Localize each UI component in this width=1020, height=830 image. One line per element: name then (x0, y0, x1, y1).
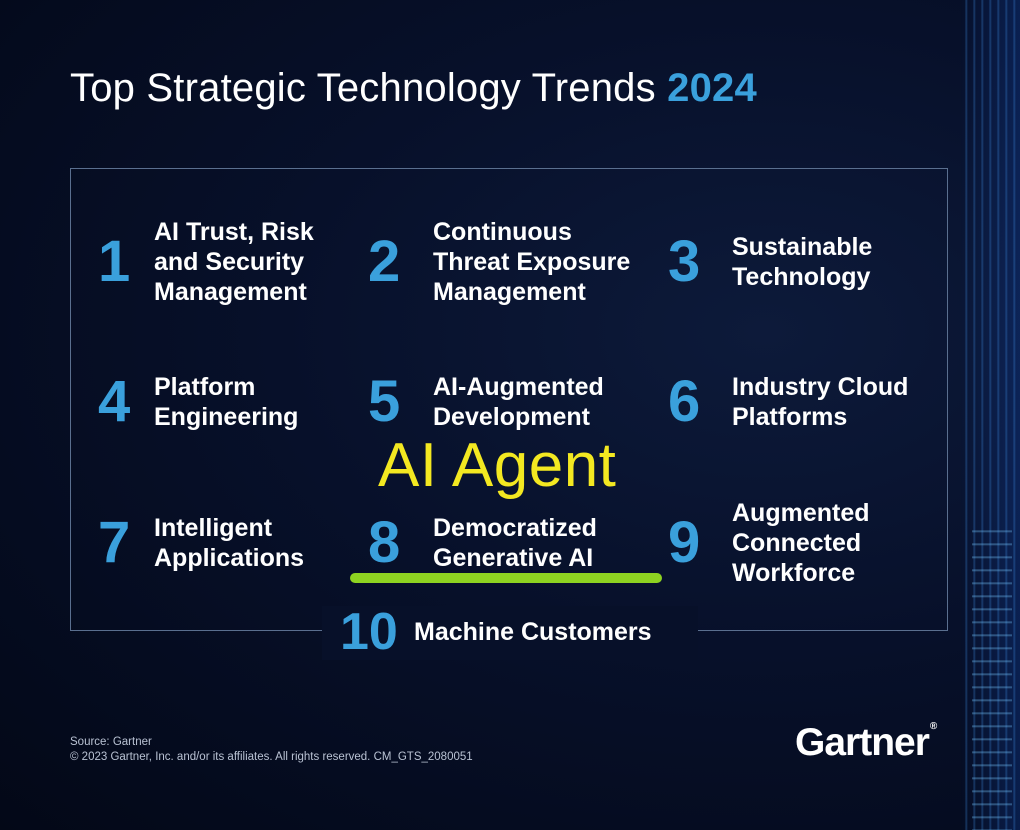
trend-item-3: 3 Sustainable Technology (668, 232, 872, 292)
trend-label: AI Trust, Risk and Security Management (154, 218, 314, 306)
trend-item-7: 7 Intelligent Applications (98, 513, 304, 573)
trend-number: 9 (668, 510, 701, 575)
logo-text: Gartner (795, 721, 930, 764)
decorative-light-dots (972, 520, 1012, 830)
page-title: Top Strategic Technology Trends 2024 (70, 66, 757, 111)
trend-number: 10 (340, 603, 398, 661)
trend-number: 8 (368, 510, 401, 575)
trend-label: Sustainable Technology (732, 233, 873, 291)
trend-item-8: 8 Democratized Generative AI (368, 513, 597, 573)
decorative-light-streaks (960, 0, 1020, 830)
trend-number: 6 (668, 369, 701, 434)
trend-label: Platform Engineering (154, 373, 299, 431)
trend-item-5: 5 AI-Augmented Development (368, 372, 604, 432)
trend-number: 3 (668, 229, 701, 294)
copyright-line: © 2023 Gartner, Inc. and/or its affiliat… (70, 751, 473, 763)
trend-item-2: 2 Continuous Threat Exposure Management (368, 217, 630, 307)
trend-label: Continuous Threat Exposure Management (433, 218, 631, 306)
trend-label: Machine Customers (414, 618, 652, 646)
trend-item-10: 10 Machine Customers (340, 606, 652, 658)
trend-label: Industry Cloud Platforms (732, 373, 909, 431)
trend-item-9: 9 Augmented Connected Workforce (668, 498, 870, 588)
frame-gap (322, 606, 698, 660)
trend-item-1: 1 AI Trust, Risk and Security Management (98, 217, 314, 307)
trend-number: 2 (368, 229, 401, 294)
title-year: 2024 (667, 66, 757, 110)
ai-agent-annotation: AI Agent (378, 431, 617, 500)
trend-label: Intelligent Applications (154, 514, 305, 572)
trend-number: 7 (98, 510, 131, 575)
title-text: Top Strategic Technology Trends (70, 66, 656, 110)
annotation-underline (350, 573, 662, 583)
gartner-logo: Gartner® (795, 721, 937, 765)
footer-source: Source: Gartner © 2023 Gartner, Inc. and… (70, 735, 473, 765)
trend-number: 1 (98, 229, 131, 294)
trend-item-6: 6 Industry Cloud Platforms (668, 372, 908, 432)
registered-mark: ® (929, 721, 937, 732)
trend-label: AI-Augmented Development (433, 373, 604, 431)
trend-item-4: 4 Platform Engineering (98, 372, 298, 432)
trend-label: Augmented Connected Workforce (732, 499, 870, 587)
source-line: Source: Gartner (70, 736, 152, 748)
trend-number: 4 (98, 369, 131, 434)
trend-label: Democratized Generative AI (433, 514, 597, 572)
trend-number: 5 (368, 369, 401, 434)
